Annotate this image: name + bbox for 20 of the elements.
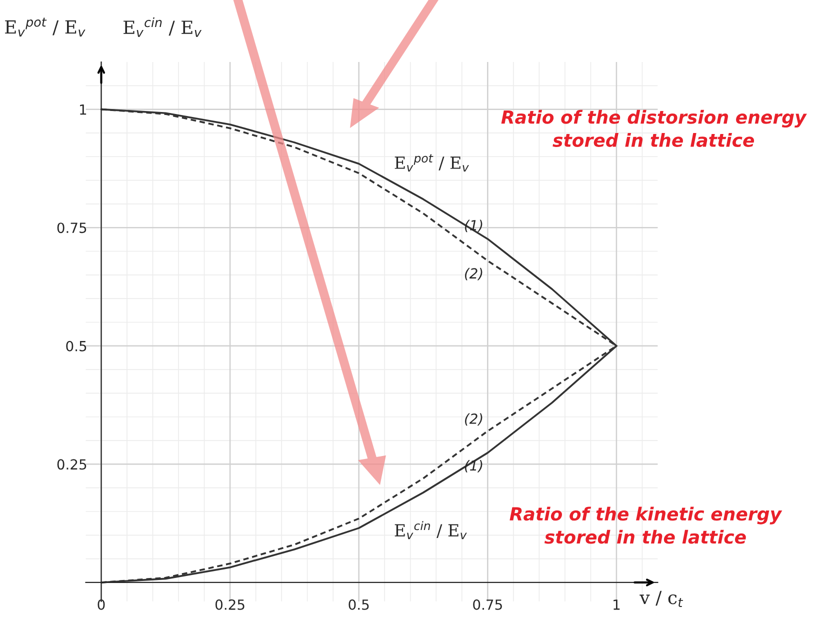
y-axis-title: E$_{v}$$^{pot}$ / E$_{v}$: [5, 18, 86, 36]
y-tick-label: 1: [80, 104, 86, 115]
x-tick-label: 0: [98, 599, 105, 610]
x-axis-title: v / c$_{t}$: [640, 590, 684, 607]
annotation: Ratio of the kinetic energy stored in the lattice: [510, 506, 782, 544]
text: E$_{v}$$^{cin}$ / E$_{v}$: [124, 17, 202, 37]
annotation: Ratio of the distorsion energy stored in the lattice: [501, 110, 807, 147]
y-tick-label: 0.5: [66, 340, 86, 352]
series-label: (1): [465, 220, 482, 232]
x-tick-label: 0.75: [473, 599, 502, 610]
y-tick-label: 0.25: [57, 459, 86, 470]
x-tick-label: 0.5: [348, 599, 369, 610]
series-label: (2): [465, 268, 482, 280]
series-label: (2): [465, 413, 482, 426]
x-tick-label: 0.25: [216, 599, 244, 610]
x-tick-label: 1: [614, 600, 620, 610]
series-label: (1): [465, 460, 482, 472]
y-tick-label: 0.75: [57, 222, 86, 234]
annotation: E$_{v}$$^{pot}$ / E$_{v}$: [394, 154, 469, 172]
annotation: E$_{v}$$^{cin}$ / E$_{v}$: [394, 521, 467, 540]
